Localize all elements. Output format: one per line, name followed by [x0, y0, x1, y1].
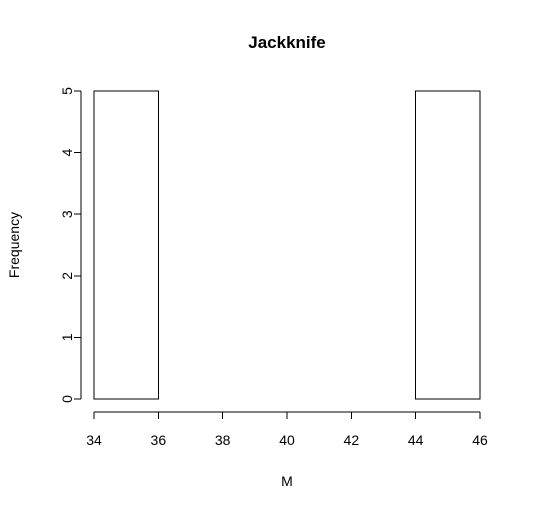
x-axis-label: M — [281, 473, 293, 489]
y-tick-label: 5 — [59, 87, 75, 95]
x-axis: 34 36 38 40 42 44 46 — [86, 411, 488, 448]
y-tick-label: 2 — [59, 272, 75, 280]
y-axis-label: Frequency — [6, 212, 22, 278]
x-tick-label: 36 — [151, 432, 167, 448]
x-tick-label: 46 — [472, 432, 488, 448]
y-tick-label: 4 — [59, 148, 75, 156]
x-tick-label: 38 — [215, 432, 231, 448]
histogram-bar — [415, 90, 481, 400]
x-tick-label: 34 — [86, 432, 102, 448]
x-tick-label: 44 — [408, 432, 424, 448]
x-tick-label: 42 — [344, 432, 360, 448]
y-tick-label: 0 — [59, 395, 75, 403]
y-tick-label: 1 — [59, 333, 75, 341]
chart-title: Jackknife — [248, 33, 326, 52]
bars-group — [93, 90, 481, 400]
histogram-bar — [93, 90, 159, 400]
y-tick-label: 3 — [59, 210, 75, 218]
y-axis: 0 1 2 3 4 5 — [59, 87, 82, 403]
x-tick-label: 40 — [279, 432, 295, 448]
